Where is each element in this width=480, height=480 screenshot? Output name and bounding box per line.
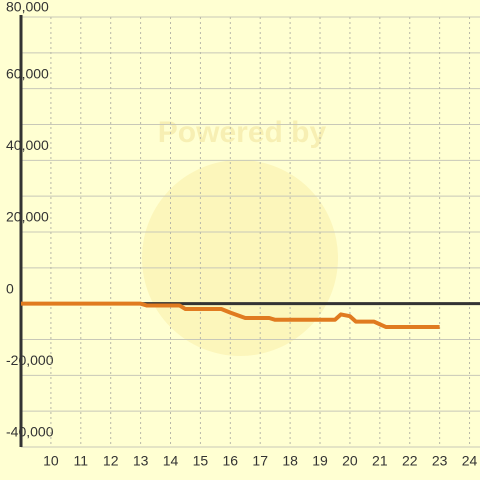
y-tick-label: 40,000 [6,137,49,153]
x-tick-label: 22 [402,453,418,469]
x-tick-label: 21 [372,453,388,469]
x-tick-label: 19 [312,453,328,469]
x-tick-label: 16 [223,453,239,469]
watermark: Powered by [158,116,327,149]
x-tick-label: 14 [163,453,179,469]
y-tick-label: -40,000 [6,424,54,440]
x-tick-label: 20 [342,453,358,469]
x-tick-label: 11 [74,453,89,469]
y-tick-label: 0 [6,280,14,296]
x-tick-label: 13 [133,453,149,469]
x-tick-label: 18 [282,453,298,469]
x-tick-label: 10 [43,453,59,469]
y-tick-label: 60,000 [6,65,49,81]
data-line [21,301,440,329]
x-tick-label: 17 [252,453,268,469]
watermark-logo [142,160,338,356]
x-tick-label: 23 [432,453,448,469]
y-tick-label: 20,000 [6,209,49,225]
x-tick-label: 12 [103,453,119,469]
x-tick-label: 24 [462,453,478,469]
y-tick-label: -20,000 [6,352,54,368]
x-tick-label: 15 [193,453,209,469]
y-tick-label: 80,000 [6,0,49,15]
